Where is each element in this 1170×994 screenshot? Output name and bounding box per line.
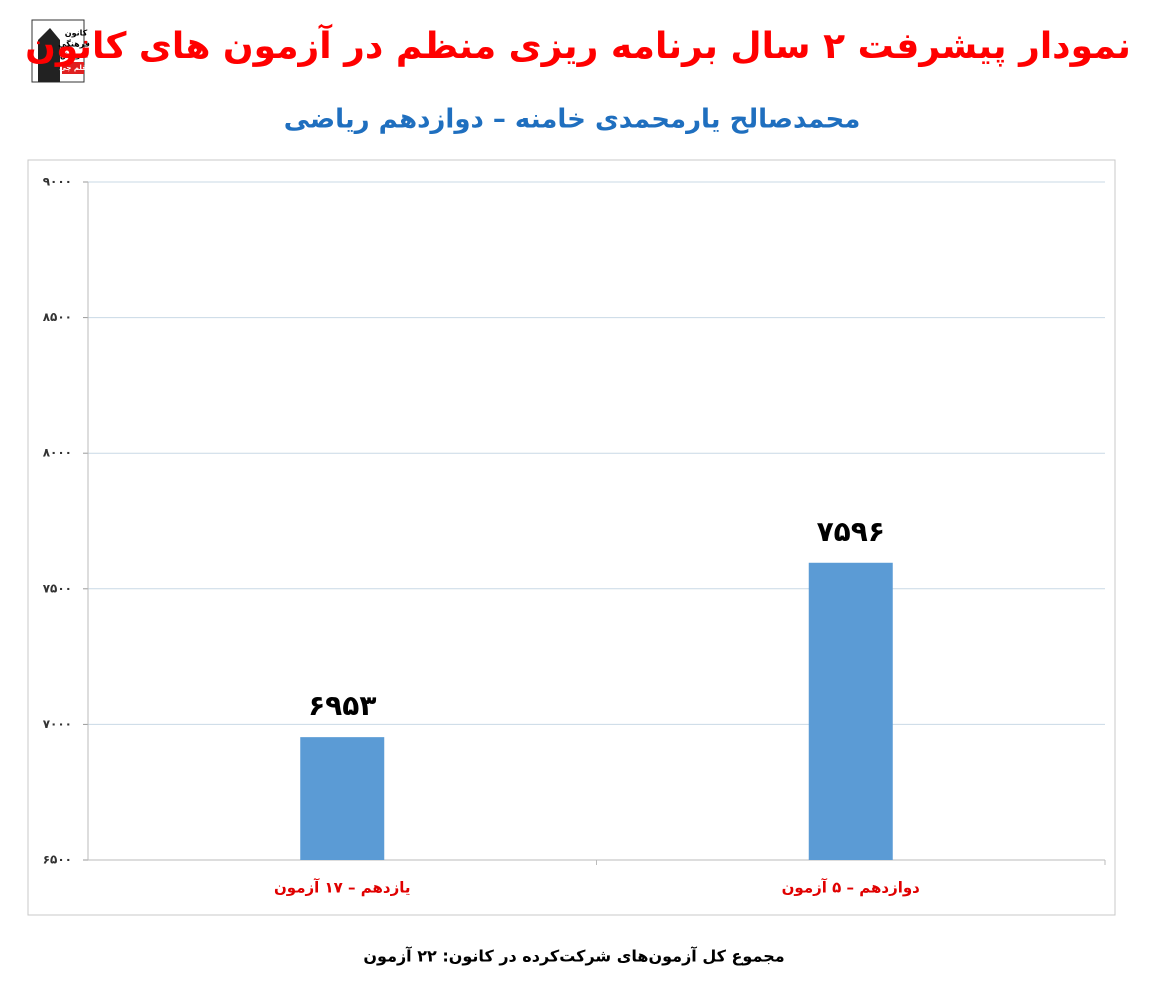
y-tick-label: ۸۰۰۰ xyxy=(43,446,72,460)
logo-figure xyxy=(38,28,60,82)
data-label: ۶۹۵۳ xyxy=(308,689,376,722)
x-tick-label: دوازدهم – ۵ آزمون xyxy=(782,879,921,897)
logo-text: کانون xyxy=(65,29,88,38)
y-tick-label: ۶۵۰۰ xyxy=(43,853,72,867)
y-tick-label: ۷۵۰۰ xyxy=(43,581,72,595)
bar xyxy=(808,562,893,860)
chart-title: نمودار پیشرفت ۲ سال برنامه ریزی منظم در … xyxy=(25,23,1131,67)
data-label: ۷۵۹۶ xyxy=(817,515,885,548)
bar xyxy=(300,737,385,860)
y-tick-label: ۷۰۰۰ xyxy=(43,717,72,731)
plot-frame xyxy=(27,159,1116,916)
x-tick-label: یازدهم – ۱۷ آزمون xyxy=(274,879,411,897)
logo: کانون فرهنگی آموزش قلم چی xyxy=(31,19,90,83)
y-tick-label: ۹۰۰۰ xyxy=(43,175,72,189)
footnote: مجموع کل آزمون‌های شرکت‌کرده در کانون: ۲… xyxy=(363,946,784,966)
y-tick-label: ۸۵۰۰ xyxy=(43,310,72,324)
chart-subtitle: محمدصالح یارمحمدی خامنه – دوازدهم ریاضی xyxy=(284,105,861,135)
logo-text: آموزش xyxy=(60,50,89,61)
logo-text: قلم چی xyxy=(59,64,87,72)
logo-badge xyxy=(62,62,84,74)
logo-text: فرهنگی xyxy=(58,39,90,49)
